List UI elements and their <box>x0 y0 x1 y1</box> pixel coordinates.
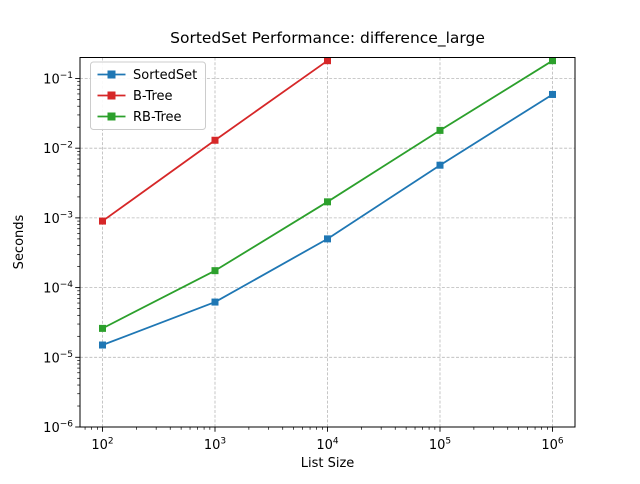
legend-swatch <box>107 70 116 79</box>
y-tick-label: 10−3 <box>43 210 73 227</box>
series-layer <box>98 57 556 349</box>
y-tick-label: 10−5 <box>43 350 73 367</box>
x-tick-label: 106 <box>541 437 564 454</box>
legend-box <box>90 61 206 130</box>
chart-title: SortedSet Performance: difference_large <box>170 29 485 48</box>
x-tick-label: 105 <box>429 437 451 454</box>
plot-border <box>79 57 576 428</box>
legend-label: B-Tree <box>133 89 173 104</box>
data-point-marker <box>436 126 444 134</box>
x-tick-label: 102 <box>91 437 113 454</box>
legend-label: SortedSet <box>133 68 197 83</box>
data-point-marker <box>211 298 219 306</box>
data-point-marker <box>98 324 106 332</box>
data-point-marker <box>323 57 331 65</box>
data-point-marker <box>211 267 219 275</box>
y-tick-label: 10−4 <box>43 280 73 297</box>
y-tick-label: 10−1 <box>43 71 73 88</box>
data-point-marker <box>323 235 331 243</box>
data-point-marker <box>98 217 106 225</box>
legend-swatch <box>107 91 116 100</box>
legend-swatch <box>107 112 116 121</box>
data-point-marker <box>211 136 219 144</box>
data-point-marker <box>98 341 106 349</box>
legend-label: RB-Tree <box>133 110 182 125</box>
data-point-marker <box>548 57 556 65</box>
data-point-marker <box>548 90 556 98</box>
tick-layer: 102 103 104 105 106 10−1 10−2 10−3 10−4 10−5 10−6 <box>43 71 564 453</box>
x-tick-label: 104 <box>316 437 339 454</box>
y-axis-label: Seconds <box>12 214 27 269</box>
x-tick-label: 103 <box>204 437 226 454</box>
legend: SortedSet B-Tree RB-Tree <box>90 61 206 130</box>
data-point-marker <box>436 161 444 169</box>
x-axis-label: List Size <box>301 456 355 471</box>
y-tick-label: 10−6 <box>43 420 73 437</box>
axes-frame <box>79 57 576 428</box>
data-point-marker <box>323 198 331 206</box>
y-tick-label: 10−2 <box>43 141 73 158</box>
